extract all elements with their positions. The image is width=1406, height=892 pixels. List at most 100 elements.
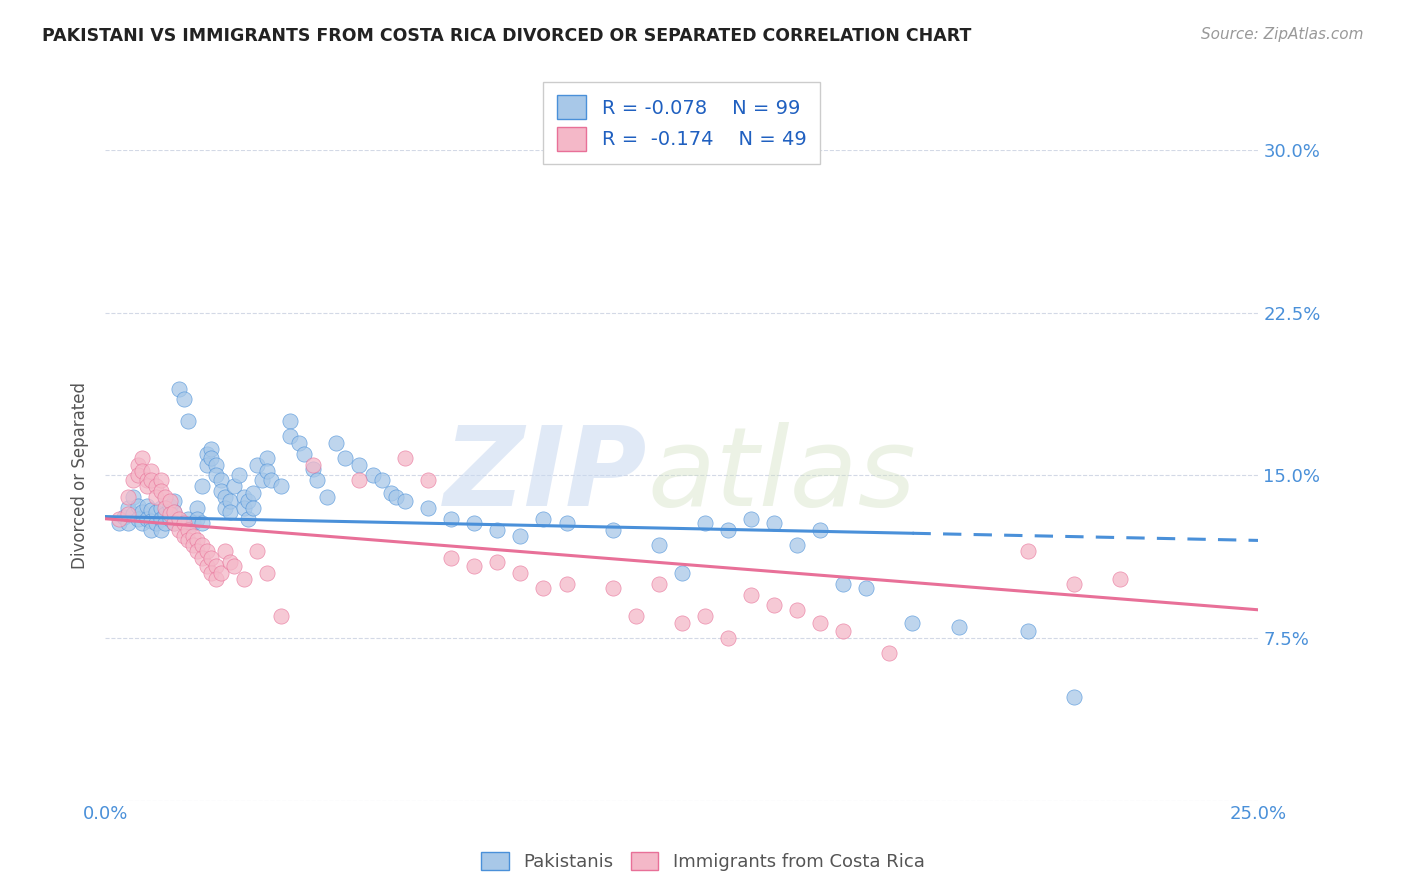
Point	[693, 609, 716, 624]
Point	[380, 485, 402, 500]
Point	[256, 450, 278, 465]
Point	[740, 512, 762, 526]
Point	[131, 505, 153, 519]
Point	[141, 523, 163, 537]
Point	[181, 538, 204, 552]
Point	[195, 447, 218, 461]
Point	[145, 490, 167, 504]
Point	[131, 464, 153, 478]
Point	[347, 458, 370, 472]
Point	[238, 512, 260, 526]
Point	[301, 462, 323, 476]
Point	[163, 494, 186, 508]
Legend: Pakistanis, Immigrants from Costa Rica: Pakistanis, Immigrants from Costa Rica	[474, 845, 932, 879]
Point	[195, 559, 218, 574]
Point	[181, 529, 204, 543]
Point	[209, 473, 232, 487]
Point	[195, 544, 218, 558]
Point	[163, 516, 186, 530]
Point	[200, 566, 222, 580]
Point	[278, 414, 301, 428]
Point	[214, 500, 236, 515]
Point	[301, 458, 323, 472]
Point	[209, 566, 232, 580]
Point	[463, 559, 485, 574]
Point	[555, 576, 578, 591]
Point	[486, 555, 509, 569]
Point	[108, 512, 131, 526]
Point	[693, 516, 716, 530]
Point	[145, 479, 167, 493]
Text: PAKISTANI VS IMMIGRANTS FROM COSTA RICA DIVORCED OR SEPARATED CORRELATION CHART: PAKISTANI VS IMMIGRANTS FROM COSTA RICA …	[42, 27, 972, 45]
Point	[242, 485, 264, 500]
Text: Source: ZipAtlas.com: Source: ZipAtlas.com	[1201, 27, 1364, 42]
Point	[763, 599, 786, 613]
Point	[177, 533, 200, 548]
Point	[122, 490, 145, 504]
Point	[149, 500, 172, 515]
Point	[117, 490, 139, 504]
Point	[153, 490, 176, 504]
Point	[135, 473, 157, 487]
Point	[191, 479, 214, 493]
Point	[270, 479, 292, 493]
Point	[250, 473, 273, 487]
Point	[394, 494, 416, 508]
Point	[159, 508, 181, 522]
Y-axis label: Divorced or Separated: Divorced or Separated	[72, 382, 89, 569]
Point	[440, 512, 463, 526]
Point	[218, 494, 240, 508]
Point	[325, 435, 347, 450]
Point	[218, 505, 240, 519]
Point	[131, 450, 153, 465]
Point	[671, 615, 693, 630]
Point	[509, 529, 531, 543]
Point	[117, 500, 139, 515]
Point	[117, 516, 139, 530]
Point	[163, 505, 186, 519]
Point	[167, 382, 190, 396]
Point	[624, 609, 647, 624]
Legend: R = -0.078    N = 99, R =  -0.174    N = 49: R = -0.078 N = 99, R = -0.174 N = 49	[544, 82, 820, 164]
Point	[416, 473, 439, 487]
Point	[149, 512, 172, 526]
Point	[117, 508, 139, 522]
Point	[440, 550, 463, 565]
Point	[191, 538, 214, 552]
Point	[153, 508, 176, 522]
Point	[218, 555, 240, 569]
Point	[232, 573, 254, 587]
Point	[717, 523, 740, 537]
Point	[205, 458, 228, 472]
Point	[191, 516, 214, 530]
Point	[173, 529, 195, 543]
Point	[191, 550, 214, 565]
Point	[555, 516, 578, 530]
Point	[177, 414, 200, 428]
Point	[808, 615, 831, 630]
Point	[186, 533, 208, 548]
Point	[1063, 576, 1085, 591]
Point	[112, 509, 135, 524]
Point	[127, 458, 149, 472]
Point	[228, 468, 250, 483]
Point	[238, 494, 260, 508]
Point	[361, 468, 384, 483]
Point	[260, 473, 283, 487]
Point	[186, 512, 208, 526]
Point	[901, 615, 924, 630]
Point	[177, 512, 200, 526]
Point	[195, 458, 218, 472]
Point	[509, 566, 531, 580]
Point	[181, 516, 204, 530]
Point	[232, 500, 254, 515]
Point	[288, 435, 311, 450]
Point	[153, 500, 176, 515]
Point	[214, 490, 236, 504]
Point	[278, 429, 301, 443]
Point	[1109, 573, 1132, 587]
Point	[315, 490, 337, 504]
Point	[153, 516, 176, 530]
Point	[270, 609, 292, 624]
Point	[159, 499, 181, 513]
